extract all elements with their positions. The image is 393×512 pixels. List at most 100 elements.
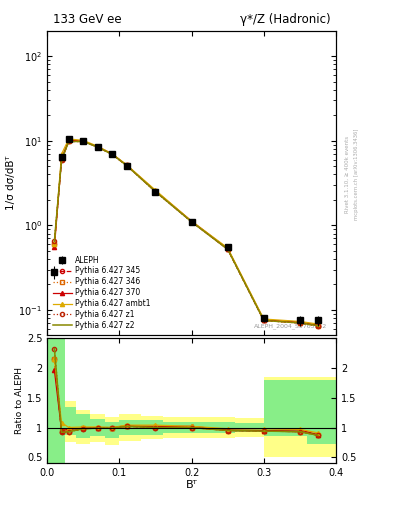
Pythia 6.427 370: [110, 151, 114, 157]
Pythia 6.427 z2: [298, 320, 302, 326]
Bar: [141, 420, 163, 435]
Pythia 6.427 z1: [110, 152, 114, 158]
Y-axis label: 1/σ dσ/dBᵀ: 1/σ dσ/dBᵀ: [6, 156, 16, 210]
Pythia 6.427 346: [316, 323, 320, 329]
Pythia 6.427 346: [225, 246, 230, 252]
Text: mcplots.cern.ch [arXiv:1306.3436]: mcplots.cern.ch [arXiv:1306.3436]: [354, 129, 359, 220]
Bar: [141, 416, 163, 439]
Pythia 6.427 345: [81, 138, 86, 144]
Pythia 6.427 345: [261, 317, 266, 324]
Pythia 6.427 ambt1: [59, 151, 64, 157]
Pythia 6.427 345: [66, 138, 71, 144]
Pythia 6.427 345: [153, 188, 158, 195]
Bar: [163, 421, 199, 434]
Bar: [264, 377, 307, 457]
Pythia 6.427 370: [189, 218, 194, 224]
Bar: [47, 338, 65, 463]
Pythia 6.427 345: [95, 144, 100, 150]
Pythia 6.427 z1: [189, 219, 194, 225]
Pythia 6.427 ambt1: [225, 245, 230, 251]
Pythia 6.427 z2: [124, 162, 129, 168]
Pythia 6.427 370: [298, 319, 302, 325]
Pythia 6.427 346: [189, 219, 194, 225]
Text: Rivet 3.1.10, ≥ 400k events: Rivet 3.1.10, ≥ 400k events: [345, 136, 350, 212]
Pythia 6.427 ambt1: [261, 316, 266, 322]
Pythia 6.427 z2: [52, 238, 57, 244]
Pythia 6.427 z2: [189, 219, 194, 225]
Pythia 6.427 345: [52, 241, 57, 247]
Line: Pythia 6.427 ambt1: Pythia 6.427 ambt1: [52, 137, 320, 326]
Pythia 6.427 z2: [225, 246, 230, 252]
Bar: [90, 414, 105, 442]
Line: Pythia 6.427 z2: Pythia 6.427 z2: [54, 141, 318, 326]
Pythia 6.427 z1: [225, 246, 230, 252]
Bar: [199, 417, 235, 438]
Bar: [264, 380, 307, 436]
Pythia 6.427 346: [153, 188, 158, 195]
Bar: [307, 380, 336, 444]
Pythia 6.427 370: [261, 317, 266, 323]
Pythia 6.427 346: [110, 151, 114, 157]
Pythia 6.427 z1: [124, 162, 129, 168]
Pythia 6.427 z2: [59, 157, 64, 163]
Line: Pythia 6.427 370: Pythia 6.427 370: [52, 138, 320, 327]
Bar: [90, 419, 105, 436]
Pythia 6.427 346: [52, 241, 57, 247]
Pythia 6.427 z1: [261, 317, 266, 324]
X-axis label: Bᵀ: Bᵀ: [185, 480, 198, 489]
Bar: [307, 377, 336, 457]
Pythia 6.427 z1: [66, 138, 71, 144]
Pythia 6.427 ambt1: [124, 162, 129, 168]
Pythia 6.427 z2: [153, 188, 158, 195]
Pythia 6.427 z2: [81, 138, 86, 144]
Pythia 6.427 ambt1: [110, 151, 114, 157]
Pythia 6.427 z1: [298, 320, 302, 326]
Bar: [105, 417, 119, 445]
Bar: [65, 407, 76, 435]
Pythia 6.427 346: [59, 156, 64, 162]
Pythia 6.427 z2: [261, 317, 266, 324]
Pythia 6.427 z1: [316, 323, 320, 329]
Line: Pythia 6.427 z1: Pythia 6.427 z1: [52, 139, 320, 328]
Bar: [163, 417, 199, 438]
Pythia 6.427 ambt1: [95, 143, 100, 150]
Pythia 6.427 ambt1: [52, 241, 57, 247]
Pythia 6.427 z1: [153, 188, 158, 195]
Pythia 6.427 ambt1: [66, 136, 71, 142]
Pythia 6.427 346: [124, 162, 129, 168]
Text: 133 GeV ee: 133 GeV ee: [53, 13, 121, 26]
Pythia 6.427 ambt1: [153, 187, 158, 194]
Pythia 6.427 ambt1: [189, 218, 194, 224]
Bar: [235, 423, 264, 432]
Pythia 6.427 345: [316, 323, 320, 329]
Pythia 6.427 345: [59, 157, 64, 163]
Pythia 6.427 370: [59, 155, 64, 161]
Pythia 6.427 346: [95, 144, 100, 150]
Pythia 6.427 z2: [95, 144, 100, 150]
Pythia 6.427 346: [81, 138, 86, 144]
Y-axis label: Ratio to ALEPH: Ratio to ALEPH: [15, 367, 24, 434]
Bar: [47, 338, 65, 463]
Pythia 6.427 z2: [316, 323, 320, 329]
Pythia 6.427 370: [225, 246, 230, 252]
Pythia 6.427 346: [298, 320, 302, 326]
Pythia 6.427 z2: [110, 152, 114, 158]
Pythia 6.427 370: [66, 137, 71, 143]
Pythia 6.427 370: [316, 322, 320, 328]
Bar: [76, 410, 90, 444]
Pythia 6.427 346: [66, 138, 71, 144]
Pythia 6.427 ambt1: [81, 137, 86, 143]
Pythia 6.427 345: [124, 162, 129, 168]
Pythia 6.427 ambt1: [316, 321, 320, 327]
Bar: [76, 414, 90, 438]
Pythia 6.427 370: [95, 144, 100, 150]
Pythia 6.427 z2: [66, 138, 71, 144]
Pythia 6.427 370: [52, 244, 57, 250]
Line: Pythia 6.427 345: Pythia 6.427 345: [52, 139, 320, 328]
Text: ALEPH_2004_S5765862: ALEPH_2004_S5765862: [254, 324, 327, 329]
Bar: [65, 400, 76, 442]
Legend: ALEPH, Pythia 6.427 345, Pythia 6.427 346, Pythia 6.427 370, Pythia 6.427 ambt1,: ALEPH, Pythia 6.427 345, Pythia 6.427 34…: [51, 254, 152, 332]
Pythia 6.427 370: [81, 138, 86, 144]
Bar: [105, 421, 119, 438]
Bar: [235, 418, 264, 437]
